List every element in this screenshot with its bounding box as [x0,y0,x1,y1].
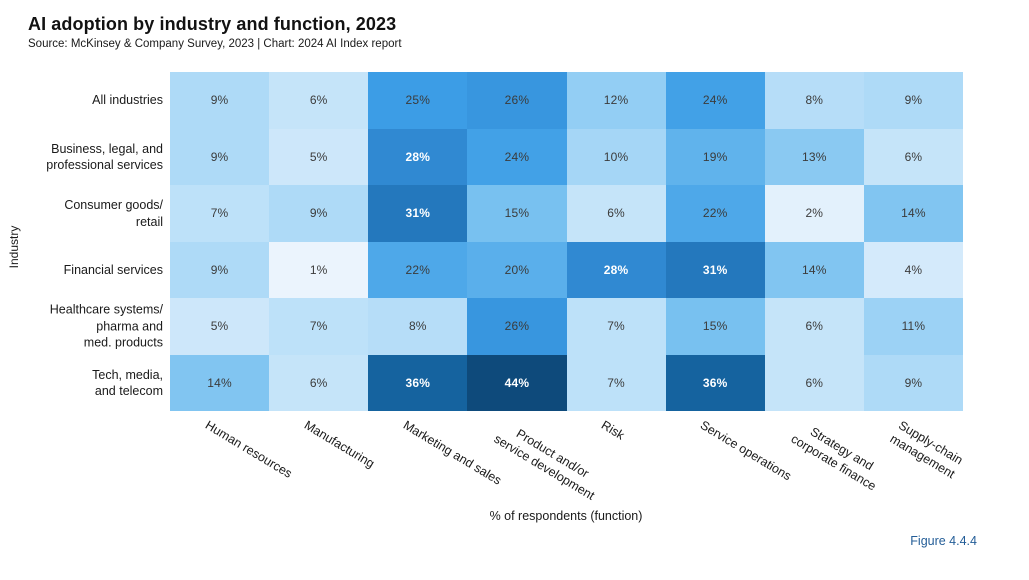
heatmap-cell: 8% [764,72,864,129]
heatmap-cell: 6% [269,72,369,129]
heatmap-cell: 19% [665,128,765,185]
column-label: Service operations [697,418,794,484]
heatmap-cell: 26% [467,298,567,355]
heatmap-cell: 9% [170,72,270,129]
heatmap-cell: 4% [863,241,963,298]
heatmap-cell: 9% [170,241,270,298]
row-label: Business, legal, and professional servic… [46,141,163,172]
heatmap-cell: 36% [368,354,468,411]
heatmap-cell: 22% [665,185,765,242]
heatmap-cell: 14% [764,241,864,298]
heatmap-cell: 6% [269,354,369,411]
heatmap-cell: 10% [566,128,666,185]
heatmap-cell: 9% [170,128,270,185]
row-label: All industries [92,93,163,108]
x-axis-label: % of respondents (function) [489,509,643,523]
heatmap-cell: 20% [467,241,567,298]
row-label: Consumer goods/ retail [64,198,163,229]
column-label: Strategy and corporate finance [789,424,880,494]
column-label: Manufacturing [301,418,377,471]
heatmap-cell: 7% [170,185,270,242]
column-label: Risk [598,418,627,443]
heatmap-cell: 22% [368,241,468,298]
row-label: Financial services [63,262,163,277]
row-label: Healthcare systems/ pharma and med. prod… [49,302,163,350]
figure-number-label: Figure 4.4.4 [910,534,977,548]
heatmap-cell: 9% [863,354,963,411]
row-label: Tech, media, and telecom [92,367,163,398]
heatmap: 9% 6% 25% 26% 12% 24% 8% 9% 9% 5% 28% 24% 10% 19% 13% 6… [170,72,963,411]
heatmap-cell: 28% [566,241,666,298]
heatmap-cell: 5% [269,128,369,185]
heatmap-cell: 28% [368,128,468,185]
column-label: Marketing and sales [400,418,504,488]
heatmap-cell: 31% [368,185,468,242]
heatmap-cell: 13% [764,128,864,185]
heatmap-cell: 6% [764,298,864,355]
heatmap-cell: 15% [467,185,567,242]
heatmap-cell: 6% [764,354,864,411]
heatmap-cell: 26% [467,72,567,129]
heatmap-cell: 24% [467,128,567,185]
heatmap-cell: 36% [665,354,765,411]
heatmap-cell: 31% [665,241,765,298]
heatmap-cell: 2% [764,185,864,242]
heatmap-cell: 44% [467,354,567,411]
column-label: Product and/or service development [491,426,598,503]
column-label: Human resources [202,418,295,481]
heatmap-cell: 9% [863,72,963,129]
heatmap-cell: 7% [566,354,666,411]
heatmap-cell: 24% [665,72,765,129]
column-label: Supply-chain management [888,418,966,481]
heatmap-cell: 7% [566,298,666,355]
heatmap-cell: 8% [368,298,468,355]
heatmap-cell: 14% [170,354,270,411]
heatmap-cell: 5% [170,298,270,355]
chart-source: Source: McKinsey & Company Survey, 2023 … [28,38,402,50]
heatmap-cell: 1% [269,241,369,298]
chart-title: AI adoption by industry and function, 20… [28,14,397,34]
heatmap-cell: 9% [269,185,369,242]
heatmap-cell: 7% [269,298,369,355]
heatmap-cell: 25% [368,72,468,129]
heatmap-cell: 12% [566,72,666,129]
heatmap-cell: 11% [863,298,963,355]
heatmap-cell: 6% [566,185,666,242]
heatmap-cell: 14% [863,185,963,242]
heatmap-cell: 6% [863,128,963,185]
heatmap-cell: 15% [665,298,765,355]
